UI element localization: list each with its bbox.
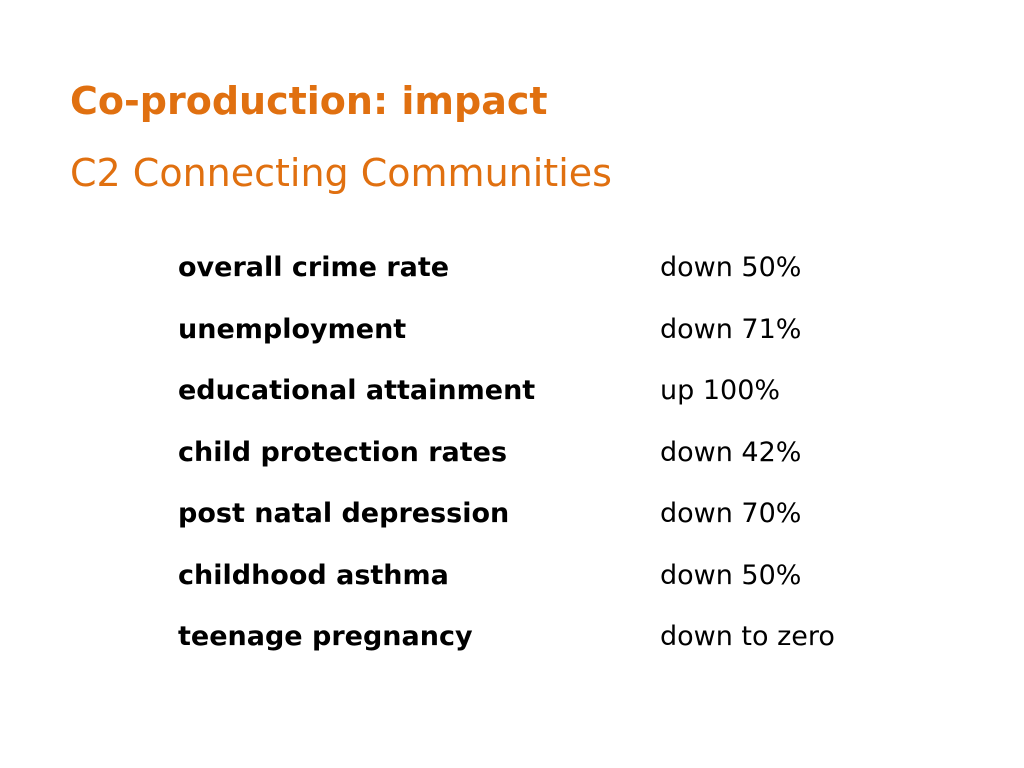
stat-value: down 50% [660, 252, 802, 283]
slide-subtitle: C2 Connecting Communities [70, 151, 612, 195]
stat-row-unemployment: unemployment down 71% [178, 310, 938, 372]
stat-label: educational attainment [178, 375, 536, 406]
stat-row-child-protection-rates: child protection rates down 42% [178, 433, 938, 495]
stat-value: down 42% [660, 436, 802, 468]
stat-value: up 100% [660, 375, 781, 406]
stat-row-childhood-asthma: childhood asthma down 50% [178, 556, 938, 618]
stat-row-educational-attainment: educational attainment up 100% [178, 371, 938, 433]
stat-label: unemployment [178, 313, 407, 345]
stat-label: childhood asthma [178, 559, 449, 591]
stat-row-post-natal-depression: post natal depression down 70% [178, 494, 938, 556]
stat-label: teenage pregnancy [178, 621, 473, 652]
stat-row-overall-crime-rate: overall crime rate down 50% [178, 248, 938, 310]
stat-row-teenage-pregnancy: teenage pregnancy down to zero [178, 617, 938, 679]
slide-title: Co-production: impact [70, 79, 548, 123]
stat-label: post natal depression [178, 498, 510, 529]
impact-stats-list: overall crime rate down 50% unemployment… [178, 248, 938, 679]
stat-value: down 71% [660, 313, 802, 345]
stat-value: down to zero [660, 621, 835, 652]
stat-label: child protection rates [178, 436, 508, 468]
stat-value: down 70% [660, 498, 802, 529]
stat-value: down 50% [660, 559, 802, 591]
stat-label: overall crime rate [178, 252, 450, 283]
